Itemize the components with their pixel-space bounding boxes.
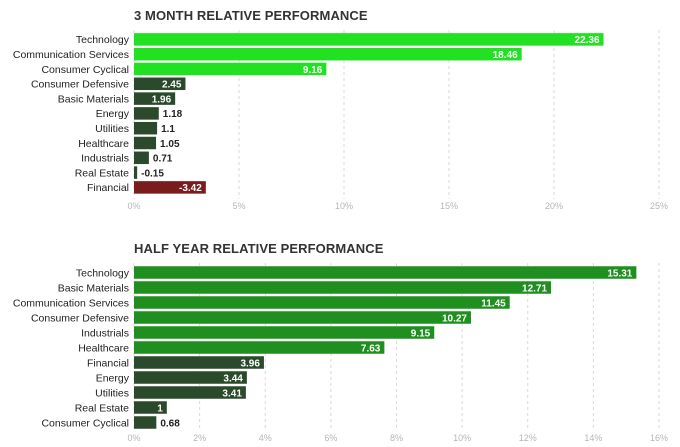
data-label: 1.1 bbox=[161, 124, 175, 135]
bar bbox=[134, 311, 471, 324]
bar bbox=[134, 356, 264, 369]
x-tick-label: 0% bbox=[127, 433, 140, 443]
data-label: 18.46 bbox=[493, 50, 518, 61]
category-label: Energy bbox=[96, 108, 130, 120]
x-tick-label: 16% bbox=[650, 433, 668, 443]
x-tick-label: 6% bbox=[324, 433, 337, 443]
x-tick-label: 10% bbox=[335, 201, 353, 211]
data-label: -0.15 bbox=[141, 168, 164, 179]
category-label: Consumer Cyclical bbox=[41, 417, 129, 429]
category-label: Utilities bbox=[95, 387, 129, 399]
category-label: Technology bbox=[76, 34, 130, 46]
bar bbox=[134, 296, 510, 309]
x-tick-label: 10% bbox=[453, 433, 471, 443]
bar bbox=[134, 181, 206, 194]
data-label: 15.31 bbox=[607, 268, 632, 279]
chart-title: HALF YEAR RELATIVE PERFORMANCE bbox=[134, 241, 384, 256]
chart-title: 3 MONTH RELATIVE PERFORMANCE bbox=[134, 8, 368, 23]
data-label: 2.45 bbox=[162, 80, 182, 91]
x-tick-label: 20% bbox=[545, 201, 563, 211]
data-label: 22.36 bbox=[575, 35, 600, 46]
bar bbox=[134, 401, 167, 414]
category-label: Industrials bbox=[81, 327, 129, 339]
bar bbox=[134, 386, 246, 399]
bar-chart-svg: 0% 2% 4% 6% 8% 10% 12% 14% 16% Technology 15.31 Bas… bbox=[13, 263, 668, 443]
category-label: Utilities bbox=[95, 123, 129, 135]
bar bbox=[134, 77, 186, 91]
category-label: Consumer Defensive bbox=[31, 312, 129, 324]
data-label: 0.71 bbox=[153, 154, 173, 165]
category-label: Industrials bbox=[81, 153, 129, 165]
category-label: Technology bbox=[76, 267, 130, 279]
x-tick-label: 2% bbox=[193, 433, 206, 443]
data-label: -3.42 bbox=[179, 183, 202, 194]
bar bbox=[134, 266, 637, 279]
data-label: 3.44 bbox=[223, 373, 243, 384]
data-label: 7.63 bbox=[361, 343, 381, 354]
category-label: Basic Materials bbox=[58, 282, 129, 294]
data-label: 11.45 bbox=[481, 298, 506, 309]
bar bbox=[134, 121, 158, 135]
bar bbox=[134, 107, 159, 120]
data-label: 9.16 bbox=[303, 65, 323, 76]
data-label: 0.68 bbox=[160, 418, 180, 429]
bar bbox=[134, 47, 522, 61]
x-tick-label: 12% bbox=[519, 433, 537, 443]
bar bbox=[134, 166, 138, 179]
bar bbox=[134, 416, 157, 429]
data-label: 9.15 bbox=[411, 328, 431, 339]
bar bbox=[134, 371, 247, 384]
category-label: Real Estate bbox=[75, 402, 129, 414]
data-label: 1 bbox=[157, 403, 163, 414]
data-label: 1.18 bbox=[163, 109, 183, 120]
category-label: Basic Materials bbox=[58, 93, 129, 105]
data-label: 3.96 bbox=[240, 358, 260, 369]
x-tick-label: 8% bbox=[390, 433, 403, 443]
x-tick-label: 15% bbox=[440, 201, 458, 211]
bar bbox=[134, 62, 327, 76]
x-tick-label: 14% bbox=[584, 433, 602, 443]
category-label: Financial bbox=[87, 357, 129, 369]
data-label: 10.27 bbox=[442, 313, 467, 324]
bar bbox=[134, 92, 176, 105]
category-label: Communication Services bbox=[13, 297, 129, 309]
bar bbox=[134, 151, 149, 165]
category-label: Consumer Cyclical bbox=[41, 64, 129, 76]
x-tick-label: 4% bbox=[259, 433, 272, 443]
data-label: 12.71 bbox=[522, 283, 547, 294]
bar bbox=[134, 136, 157, 150]
x-tick-label: 0% bbox=[127, 201, 140, 211]
bar bbox=[134, 33, 604, 46]
data-label: 1.05 bbox=[160, 139, 180, 150]
data-label: 1.96 bbox=[152, 94, 172, 105]
bar bbox=[134, 341, 385, 354]
bar-chart-svg: 0% 5% 10% 15% 20% 25% Technology 22.36 Communica… bbox=[13, 30, 668, 211]
category-label: Financial bbox=[87, 182, 129, 194]
x-tick-label: 25% bbox=[650, 201, 668, 211]
bar bbox=[134, 281, 552, 294]
x-tick-label: 5% bbox=[232, 201, 245, 211]
data-label: 3.41 bbox=[222, 388, 242, 399]
category-label: Energy bbox=[96, 372, 130, 384]
category-label: Real Estate bbox=[75, 167, 129, 179]
category-label: Healthcare bbox=[78, 138, 129, 150]
category-label: Consumer Defensive bbox=[31, 79, 129, 91]
category-label: Healthcare bbox=[78, 342, 129, 354]
category-label: Communication Services bbox=[13, 49, 129, 61]
bar bbox=[134, 326, 435, 339]
